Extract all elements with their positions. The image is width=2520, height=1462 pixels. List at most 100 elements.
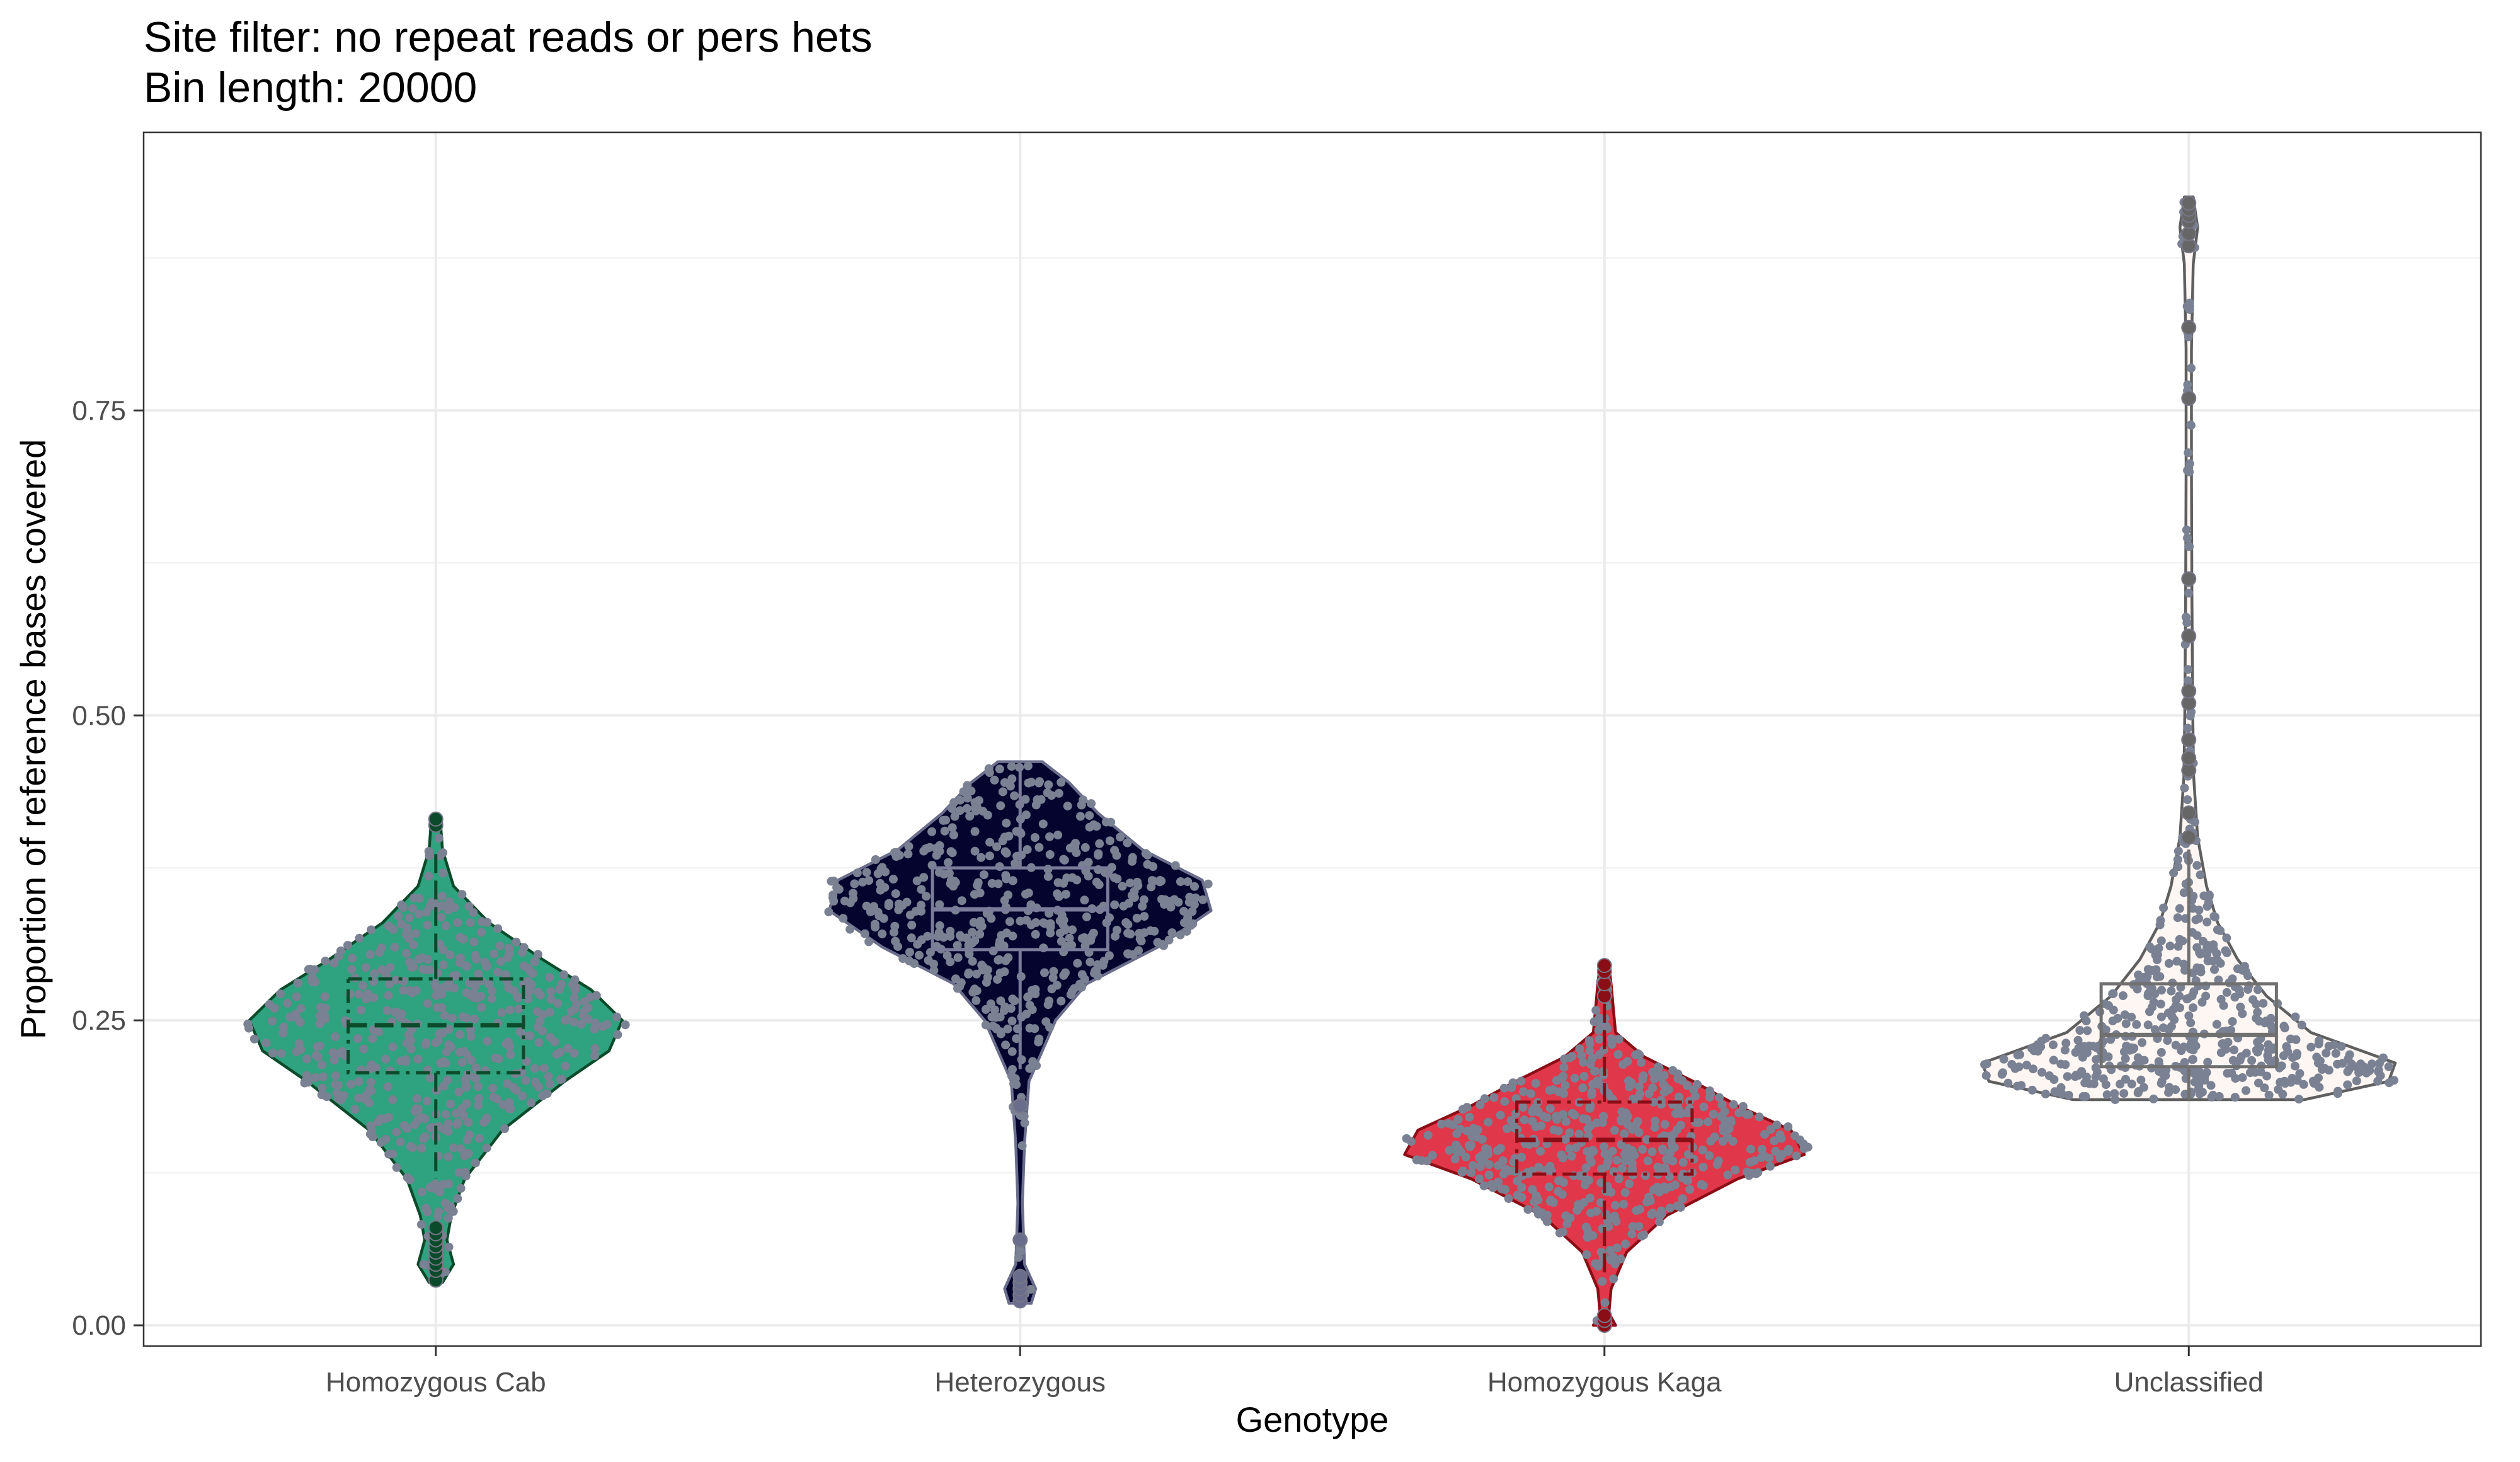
data-point: [2245, 1068, 2255, 1078]
data-point: [1738, 1102, 1748, 1111]
data-point: [2279, 1022, 2289, 1031]
data-point: [380, 1114, 389, 1124]
data-point: [970, 890, 979, 899]
data-point: [474, 1134, 484, 1143]
data-point: [878, 929, 887, 938]
data-point: [394, 911, 403, 921]
data-point: [1002, 819, 1011, 828]
data-point: [396, 1137, 405, 1147]
data-point: [2278, 1090, 2288, 1099]
data-point: [357, 1005, 365, 1015]
data-point: [1065, 933, 1074, 943]
data-point: [1005, 781, 1015, 791]
data-point: [2061, 1060, 2070, 1069]
data-point: [1176, 930, 1185, 940]
data-point: [1660, 1120, 1670, 1129]
data-point: [1664, 1172, 1674, 1182]
data-point: [1467, 1168, 1476, 1177]
data-point: [404, 934, 413, 943]
data-point: [1561, 1211, 1571, 1221]
data-point: [417, 1144, 427, 1153]
data-point: [1660, 1081, 1670, 1090]
data-point: [1126, 930, 1135, 939]
jitter-points: [243, 197, 2398, 1325]
data-point: [2322, 1049, 2331, 1058]
data-point: [388, 1149, 398, 1159]
data-point: [493, 967, 503, 977]
data-point: [471, 1158, 480, 1168]
data-point: [1132, 914, 1142, 923]
data-point: [457, 1057, 467, 1067]
data-point: [1591, 1066, 1600, 1076]
data-point: [1624, 1076, 1633, 1086]
data-point: [505, 1005, 515, 1015]
data-point: [1080, 974, 1089, 984]
data-point: [925, 843, 934, 852]
data-point: [2295, 1069, 2305, 1078]
data-point: [1765, 1161, 1775, 1171]
data-point: [1606, 1246, 1615, 1255]
data-point: [1577, 1050, 1586, 1060]
data-point: [2227, 1068, 2236, 1078]
data-point: [1084, 858, 1093, 867]
data-point: [402, 948, 411, 958]
data-point: [2017, 1081, 2026, 1090]
data-point: [1559, 1178, 1568, 1187]
data-point: [2149, 1094, 2158, 1103]
data-point: [1141, 849, 1150, 858]
data-point: [996, 801, 1005, 810]
data-point: [2003, 1078, 2013, 1088]
data-point: [990, 1005, 999, 1015]
data-point: [421, 1039, 431, 1047]
data-point: [1710, 1132, 1719, 1142]
data-point: [295, 1018, 305, 1027]
data-point: [995, 764, 1004, 774]
data-point: [1453, 1115, 1463, 1124]
data-point: [1637, 1058, 1646, 1067]
data-point: [1628, 1164, 1637, 1173]
data-point: [590, 1044, 600, 1053]
data-point: [1520, 1115, 1529, 1125]
data-point: [444, 1205, 453, 1214]
data-point: [907, 921, 917, 930]
data-point: [1544, 1182, 1554, 1192]
data-point: [1045, 850, 1055, 859]
data-point: [2252, 999, 2261, 1009]
data-point: [455, 1030, 465, 1039]
data-point: [2181, 613, 2191, 622]
data-point: [2171, 1085, 2180, 1095]
data-point: [590, 1051, 599, 1061]
data-point: [2168, 1004, 2178, 1014]
data-point: [962, 803, 971, 813]
data-point: [481, 1115, 490, 1125]
data-point: [974, 796, 983, 805]
data-point: [2133, 984, 2142, 994]
data-point: [968, 957, 977, 966]
data-point: [621, 1020, 630, 1030]
data-point: [1445, 1146, 1454, 1155]
data-point: [1998, 1068, 2007, 1078]
data-point: [1639, 1071, 1648, 1081]
data-point: [2185, 711, 2195, 721]
data-point: [2194, 1085, 2203, 1094]
data-point: [1670, 1180, 1680, 1190]
data-point: [1618, 1164, 1627, 1173]
data-point: [2242, 1086, 2250, 1095]
data-point: [2080, 1078, 2090, 1088]
data-point: [1678, 1170, 1688, 1179]
data-point: [277, 1049, 286, 1058]
data-point: [487, 986, 496, 996]
data-point: [1718, 1137, 1727, 1146]
data-point: [2352, 1062, 2362, 1072]
data-point: [355, 933, 364, 943]
data-point: [1123, 838, 1132, 848]
data-point: [452, 1108, 461, 1118]
data-point: [871, 855, 880, 864]
data-point: [1627, 1229, 1637, 1239]
data-point: [927, 827, 937, 836]
data-point: [1542, 1113, 1552, 1122]
data-point: [1157, 895, 1166, 904]
data-point: [2155, 972, 2165, 981]
data-point: [1183, 913, 1193, 923]
data-point: [981, 1020, 990, 1030]
